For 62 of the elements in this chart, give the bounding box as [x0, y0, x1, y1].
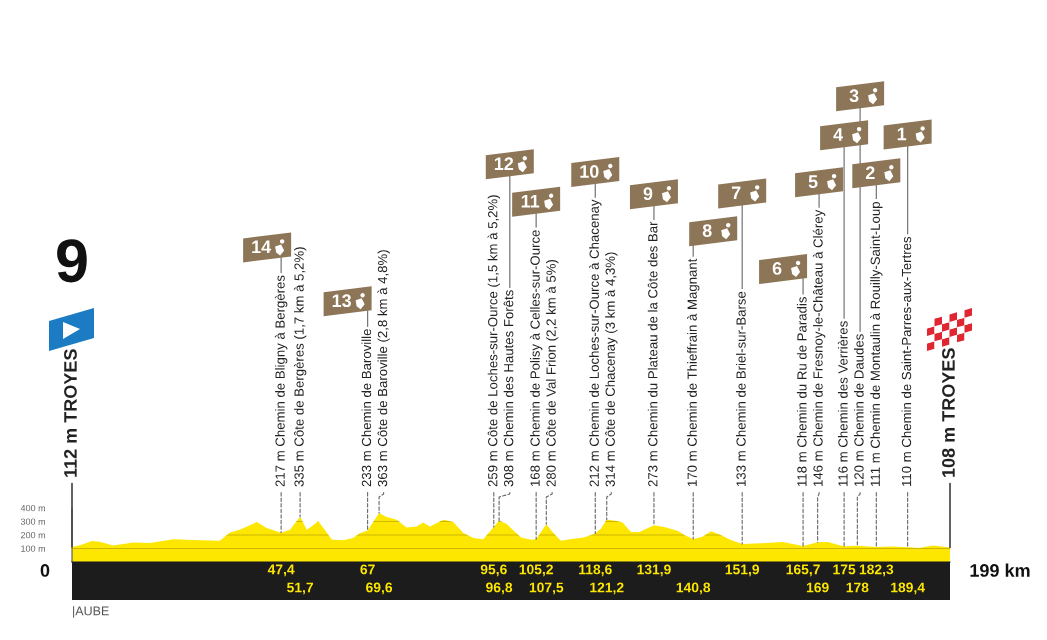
x2-tick-label: 169: [806, 582, 829, 593]
text: |AUBE: [73, 606, 109, 618]
text: 4: [833, 128, 844, 141]
text: 199 km: [970, 563, 1030, 577]
y-tick-label: 400 m: [20, 504, 46, 512]
x-tick-label: 95,6: [480, 564, 507, 577]
annotation: 217 m Chemin de Bligny à Bergères: [274, 275, 288, 487]
annotation: 273 m Chemin du Plateau de la Côte des Bar: [647, 221, 658, 487]
text: 10: [580, 165, 599, 178]
annotation: 133 m Chemin de Briel-sur-Barse: [736, 291, 746, 486]
text: 12: [494, 157, 514, 170]
text: 7: [731, 186, 741, 200]
x2-tick-label: 107,5: [529, 582, 564, 595]
annotation: 112 m TROYES: [64, 349, 77, 477]
text: 8: [702, 224, 712, 237]
x2-tick-label: 140,8: [676, 582, 711, 595]
y-tick-label: 200 m: [20, 531, 46, 539]
x-tick-label: 165,7: [786, 564, 820, 577]
text: 6: [772, 262, 782, 275]
annotation: 108 m TROYES: [942, 348, 955, 477]
x2-tick-label: 69,6: [366, 582, 393, 595]
text: 1: [897, 127, 907, 141]
annotation: 233 m Chemin de Baroville: [361, 329, 372, 487]
x-tick-label: 47,4: [267, 564, 295, 577]
x2-tick-label: 51,7: [287, 582, 314, 595]
x-tick-label: 175: [833, 564, 856, 575]
annotation: 259 m Côte de Loches-sur-Ource (1,5 km à 5,2%): [487, 195, 501, 487]
text: 2: [865, 166, 875, 179]
x-tick-label: 151,9: [725, 564, 760, 577]
x-tick-label: 118,6: [579, 564, 612, 577]
y-tick-label: 100 m: [21, 545, 46, 552]
annotation: 212 m Chemin de Loches-sur-Ource à Chacenay: [589, 199, 602, 487]
annotation: 314 m Côte de Chacenay (3 km à 4,3%): [605, 252, 618, 487]
text: 14: [252, 240, 272, 254]
annotation: 146 m Chemin de Fresnoy-le-Château à Clérey: [812, 209, 826, 486]
x2-tick-label: 178: [846, 582, 869, 593]
text: 0: [40, 564, 50, 577]
annotation: 120 m Chemin de Daudes: [853, 334, 864, 486]
text: 3: [849, 89, 859, 103]
text: 9: [643, 187, 653, 201]
chart-title: 9: [57, 239, 87, 283]
x-tick-label: 67: [360, 564, 375, 575]
text: 13: [332, 294, 351, 308]
text: 5: [808, 175, 818, 188]
annotation: 308 m Chemin des Hautes Forêts: [503, 290, 514, 487]
x-tick-label: 105,2: [519, 564, 553, 577]
annotation: 116 m Chemin des Verrières: [837, 321, 848, 486]
x2-tick-label: 96,8: [486, 582, 513, 595]
annotation: 110 m Chemin de Saint-Parres-aux-Tertres: [901, 236, 912, 486]
annotation: 280 m Côte de Val Frion (2,2 km à 5%): [545, 259, 559, 487]
y-tick-label: 300 m: [20, 518, 46, 525]
annotation: 118 m Chemin du Ru de Paradis: [796, 297, 807, 486]
annotation: 335 m Côte de Bergères (1,7 km à 5,2%): [293, 247, 307, 487]
annotation: 168 m Chemin de Polisy à Celles-sur-Ource: [529, 230, 543, 486]
x2-tick-label: 189,4: [891, 582, 925, 595]
text: 11: [521, 195, 540, 208]
annotation: 170 m Chemin de Thieffrain à Magnant: [686, 258, 700, 486]
annotation: 111 m Chemin de Montaulin à Rouilly-Saint-Loup: [870, 202, 883, 486]
annotation: 363 m Côte de Baroville (2,8 km à 4,8%): [377, 250, 390, 487]
x-tick-label: 182,3: [859, 564, 894, 577]
x2-tick-label: 121,2: [590, 582, 624, 595]
x-tick-label: 131,9: [637, 564, 671, 577]
